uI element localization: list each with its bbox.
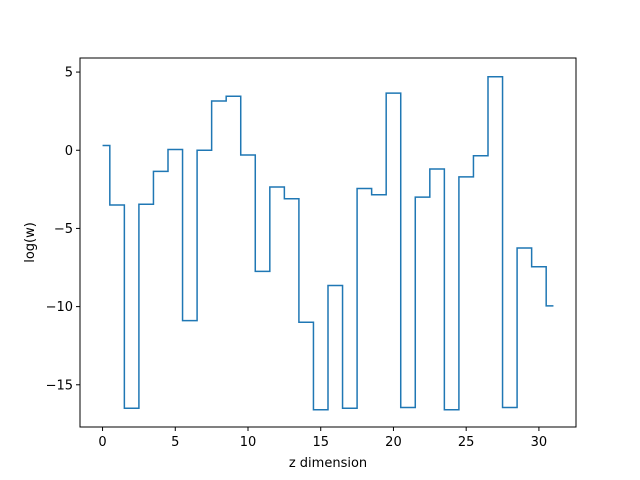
y-tick-label: −15 bbox=[46, 378, 73, 393]
x-tick-label: 30 bbox=[531, 435, 548, 450]
x-tick-label: 15 bbox=[312, 435, 329, 450]
x-tick-label: 10 bbox=[240, 435, 257, 450]
x-tick-label: 25 bbox=[458, 435, 475, 450]
y-axis: 5 0 −5 −10 −15 bbox=[46, 66, 80, 393]
y-tick-label: −10 bbox=[46, 300, 73, 315]
series-layer bbox=[102, 76, 554, 411]
x-tick-label: 20 bbox=[385, 435, 402, 450]
y-tick-label: −5 bbox=[54, 222, 73, 237]
y-axis-label: log(w) bbox=[23, 222, 38, 263]
x-tick-label: 5 bbox=[171, 435, 179, 450]
axes-frame bbox=[79, 57, 577, 428]
x-axis: 0 5 10 15 20 25 30 bbox=[98, 427, 547, 450]
x-axis-label: z dimension bbox=[289, 456, 367, 471]
y-tick-label: 5 bbox=[65, 66, 73, 81]
series-line-0 bbox=[102, 76, 554, 411]
x-tick-label: 0 bbox=[98, 435, 106, 450]
y-tick-label: 0 bbox=[65, 144, 73, 159]
